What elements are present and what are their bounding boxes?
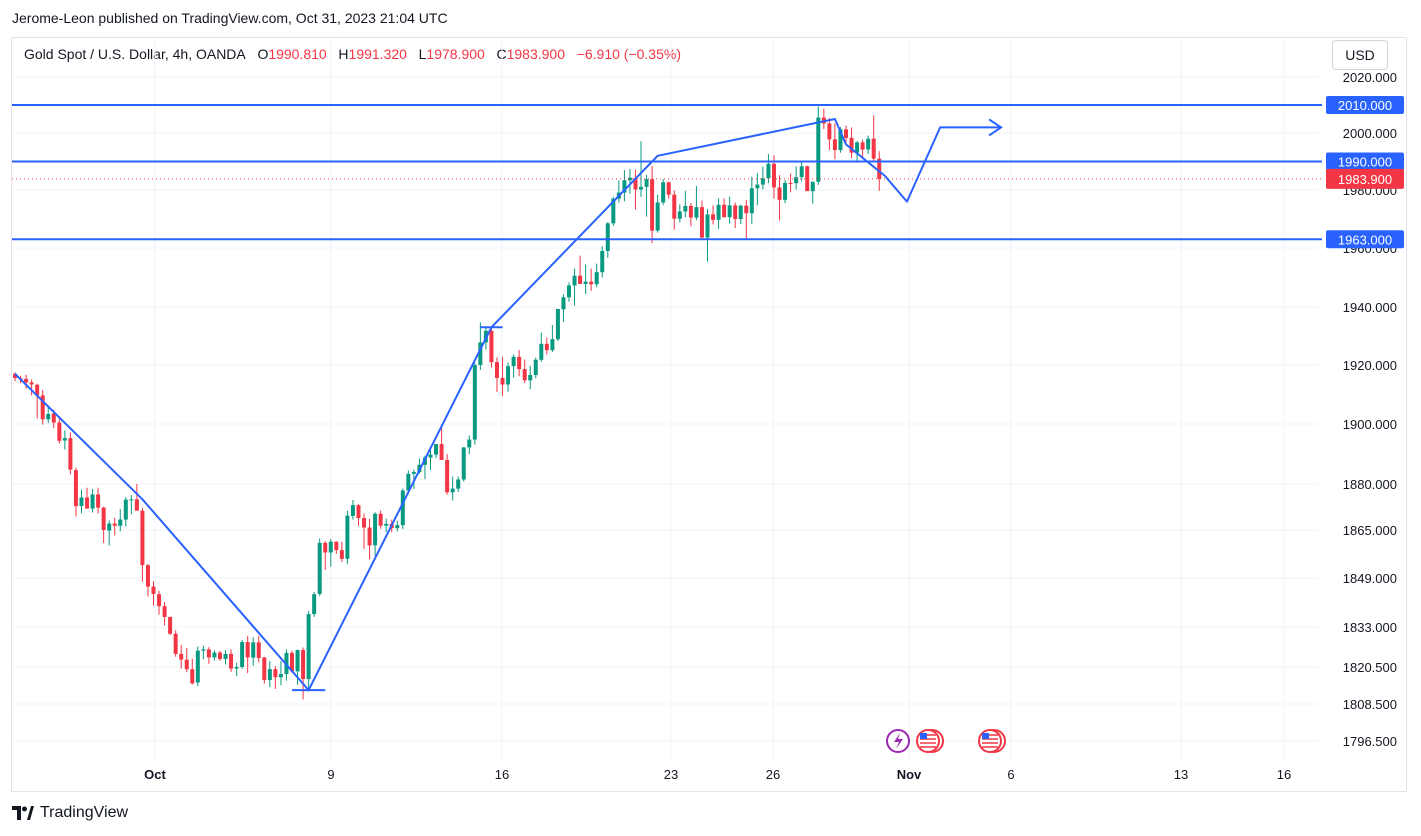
low-label: L — [418, 46, 427, 62]
chart-frame — [11, 37, 1407, 792]
tradingview-logo-icon — [12, 806, 34, 820]
open-value: 1990.810 — [268, 46, 327, 62]
currency-button[interactable]: USD — [1332, 40, 1388, 70]
high-value: 1991.320 — [348, 46, 407, 62]
high-label: H — [338, 46, 349, 62]
change-value: −6.910 (−0.35%) — [576, 46, 681, 62]
brand-label: TradingView — [40, 804, 129, 821]
low-value: 1978.900 — [426, 46, 485, 62]
close-value: 1983.900 — [506, 46, 566, 62]
publisher-caption: Jerome-Leon published on TradingView.com… — [12, 10, 448, 26]
symbol-legend: Gold Spot / U.S. Dollar, 4h, OANDA O1990… — [24, 46, 681, 62]
open-label: O — [257, 46, 269, 62]
tradingview-brand[interactable]: TradingView — [12, 804, 128, 822]
close-label: C — [496, 46, 507, 62]
symbol-info: Gold Spot / U.S. Dollar, 4h, OANDA — [24, 46, 246, 62]
